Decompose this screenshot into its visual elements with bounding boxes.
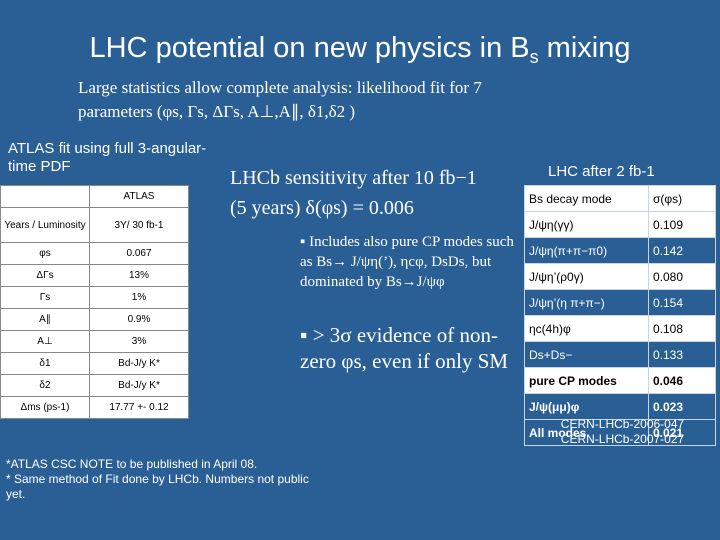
table-cell: 0.142 xyxy=(648,237,716,264)
bullet-cp-modes: ▪ Includes also pure CP modes such as Bs… xyxy=(300,234,514,290)
table-cell: 0.067 xyxy=(89,242,189,265)
table-cell: All modes xyxy=(524,419,649,446)
lhc-modes-table: Bs decay mode σ(φs) J/ψη(γγ) 0.109 J/ψη(π+… xyxy=(524,185,716,446)
footnote-2: * Same method of Fit done by LHCb. Numbe… xyxy=(6,472,309,501)
table-cell: 17.77 +- 0.12 xyxy=(89,396,189,419)
table-cell: δ2 xyxy=(0,374,90,397)
table-row: A∥ 0.9% xyxy=(0,308,189,331)
reference-2: CERN-LHCb-2007-027 xyxy=(560,432,685,446)
reference-1: CERN-LHCb-2006-047 xyxy=(560,417,685,431)
table-cell: 0.046 xyxy=(648,367,716,394)
table-header-row: ATLAS xyxy=(0,185,189,208)
table-cell: 13% xyxy=(89,264,189,287)
table-cell: A⊥ xyxy=(0,330,90,353)
intro-line-1: Large statistics allow complete analysis… xyxy=(78,78,482,97)
table-row: J/ψη(γγ) 0.109 xyxy=(524,211,716,238)
table-row: δ2 Bd-J/y K* xyxy=(0,374,189,397)
table-row: δ1 Bd-J/y K* xyxy=(0,352,189,375)
table-cell: ηc(4h)φ xyxy=(524,315,649,342)
slide-title: LHC potential on new physics in Bs mixin… xyxy=(0,32,720,68)
table-cell: Ds+Ds− xyxy=(524,341,649,368)
atlas-footnotes: *ATLAS CSC NOTE to be published in April… xyxy=(6,457,316,502)
table-cell: J/ψη(π+π−π0) xyxy=(524,237,649,264)
table-row: Ds+Ds− 0.133 xyxy=(524,341,716,368)
table-row: Δms (ps-1) 17.77 +- 0.12 xyxy=(0,396,189,419)
lhcb-sensitivity-line-2: (5 years) δ(φs) = 0.006 xyxy=(230,197,414,219)
intro-text: Large statistics allow complete analysis… xyxy=(78,76,638,124)
lhc-after-2fb-heading: LHC after 2 fb-1 xyxy=(548,163,655,180)
table-cell: 1% xyxy=(89,286,189,309)
table-cell: 0.108 xyxy=(648,315,716,342)
table-cell: δ1 xyxy=(0,352,90,375)
table-cell: φs xyxy=(0,242,90,265)
table-row: Years / Luminosity 3Y/ 30 fb-1 xyxy=(0,207,189,243)
table-cell: pure CP modes xyxy=(524,367,649,394)
table-cell: A∥ xyxy=(0,308,90,331)
footnote-1: *ATLAS CSC NOTE to be published in April… xyxy=(6,457,258,471)
atlas-table: ATLAS Years / Luminosity 3Y/ 30 fb-1 φs 0.… xyxy=(0,185,189,419)
table-row: φs 0.067 xyxy=(0,242,189,265)
atlas-heading: ATLAS fit using full 3-angular-time PDF xyxy=(8,140,207,175)
table-cell: 0.9% xyxy=(89,308,189,331)
table-cell: Bd-J/y K* xyxy=(89,374,189,397)
table-cell xyxy=(0,185,90,208)
table-header: Bs decay mode xyxy=(524,185,649,212)
table-cell: ΔΓs xyxy=(0,264,90,287)
table-cell: Years / Luminosity xyxy=(0,207,90,243)
table-row: J/ψη’(ρ0γ) 0.080 xyxy=(524,263,716,290)
table-row: ΔΓs 13% xyxy=(0,264,189,287)
table-cell: 0.080 xyxy=(648,263,716,290)
table-cell: Γs xyxy=(0,286,90,309)
title-sub: s xyxy=(529,47,539,67)
table-row: pure CP modes 0.046 xyxy=(524,367,716,394)
table-cell: 3% xyxy=(89,330,189,353)
table-header: ATLAS xyxy=(89,185,189,208)
table-row: ηc(4h)φ 0.108 xyxy=(524,315,716,342)
table-row: Γs 1% xyxy=(0,286,189,309)
table-row: All modes 0.021 xyxy=(524,419,716,446)
table-row: J/ψη(π+π−π0) 0.142 xyxy=(524,237,716,264)
table-cell: J/ψη’(ρ0γ) xyxy=(524,263,649,290)
table-cell: 0.154 xyxy=(648,289,716,316)
table-cell: 0.109 xyxy=(648,211,716,238)
table-cell: J/ψ(μμ)φ xyxy=(524,393,649,420)
title-tail: mixing xyxy=(538,32,631,64)
table-cell: 0.023 xyxy=(648,393,716,420)
cern-references: CERN-LHCb-2006-047 CERN-LHCb-2007-027 xyxy=(530,417,715,447)
intro-line-2: parameters (φs, Γs, ΔΓs, A⊥,A∥, δ1,δ2 ) xyxy=(78,102,356,121)
title-main: LHC potential on new physics in B xyxy=(89,32,530,64)
table-cell: J/ψη(γγ) xyxy=(524,211,649,238)
table-cell: Δms (ps-1) xyxy=(0,396,90,419)
bullet-evidence: ▪ > 3σ evidence of non-zero φs, even if … xyxy=(300,323,509,373)
lhcb-sensitivity-line-1: LHCb sensitivity after 10 fb−1 xyxy=(230,167,477,189)
table-cell: 0.133 xyxy=(648,341,716,368)
table-cell: Bd-J/y K* xyxy=(89,352,189,375)
table-header-row: Bs decay mode σ(φs) xyxy=(524,185,716,212)
lhcb-sensitivity: LHCb sensitivity after 10 fb−1 (5 years)… xyxy=(230,163,530,223)
table-header: σ(φs) xyxy=(648,185,716,212)
table-cell: 3Y/ 30 fb-1 xyxy=(89,207,189,243)
table-row: J/ψ(μμ)φ 0.023 xyxy=(524,393,716,420)
table-row: A⊥ 3% xyxy=(0,330,189,353)
table-row: J/ψη’(η π+π−) 0.154 xyxy=(524,289,716,316)
table-cell: J/ψη’(η π+π−) xyxy=(524,289,649,316)
table-cell: 0.021 xyxy=(648,419,716,446)
